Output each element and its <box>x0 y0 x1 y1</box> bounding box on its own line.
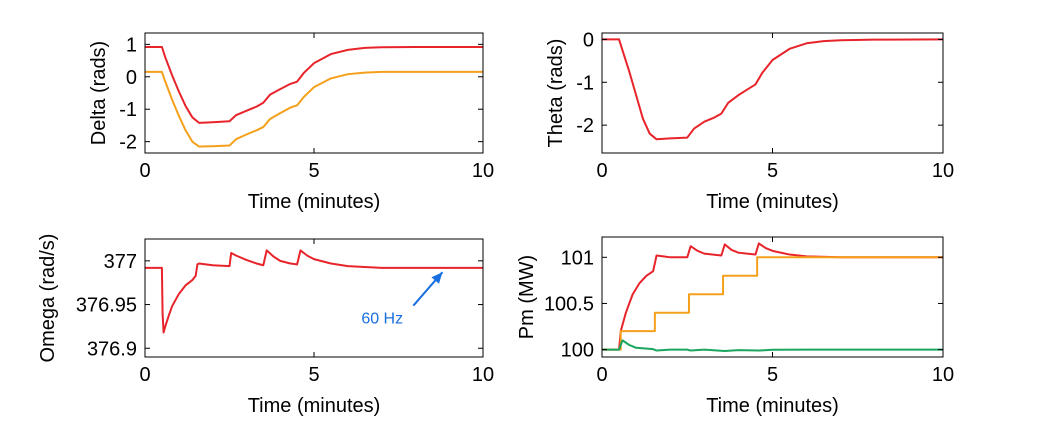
x-tick-label: 5 <box>308 364 319 386</box>
x-tick-label: 10 <box>932 160 954 182</box>
x-axis-label: Time (minutes) <box>248 191 381 213</box>
x-axis-label: Time (minutes) <box>706 395 839 417</box>
x-tick-label: 10 <box>472 160 494 182</box>
x-tick-label: 0 <box>139 160 150 182</box>
y-tick-label: 100 <box>561 340 594 362</box>
axes-box <box>144 238 484 358</box>
y-axis-label: Pm (MW) <box>516 255 538 339</box>
series-line-green <box>602 339 943 352</box>
series-line-red <box>602 242 943 351</box>
y-tick-label: 0 <box>583 29 594 51</box>
series-line-orange <box>602 256 943 351</box>
annotation-arrowhead <box>431 272 443 284</box>
y-tick-label: -1 <box>119 99 137 121</box>
pm-panel: 0 5 10 100 100.5 101 Time (minutes) Pm (MW) <box>516 236 954 417</box>
axes-box <box>601 32 944 154</box>
series-line-orange <box>145 70 483 148</box>
axes-box <box>601 236 944 358</box>
y-axis-label: Theta (rads) <box>545 39 567 148</box>
x-axis-label: Time (minutes) <box>248 395 381 417</box>
y-tick-label: 376.95 <box>76 295 137 317</box>
y-axis-label: Omega (rad/s) <box>37 234 59 363</box>
x-axis-label: Time (minutes) <box>706 191 839 213</box>
x-tick-label: 5 <box>767 364 778 386</box>
y-tick-label: 376.9 <box>87 338 137 360</box>
series-line-red <box>145 249 483 334</box>
x-tick-label: 0 <box>596 160 607 182</box>
axes-box <box>144 32 484 154</box>
y-tick-label: 101 <box>561 247 594 269</box>
omega-panel: 0 5 10 376.9 376.95 377 Time (minutes) Omega (r… <box>37 234 494 417</box>
theta-panel: 0 5 10 -2 -1 0 Time (minutes) Theta (rads) <box>545 29 954 213</box>
y-tick-label: -1 <box>576 72 594 94</box>
x-tick-label: 0 <box>596 364 607 386</box>
y-tick-label: -2 <box>576 115 594 137</box>
delta-panel: 0 5 10 -2 -1 0 1 Time (minutes) Delta (rads) <box>88 32 494 213</box>
y-tick-label: 100.5 <box>544 293 594 315</box>
y-tick-label: -2 <box>119 132 137 154</box>
x-tick-label: 10 <box>932 364 954 386</box>
y-tick-label: 1 <box>126 34 137 56</box>
y-tick-label: 0 <box>126 67 137 89</box>
series-line-red <box>602 38 944 141</box>
x-tick-label: 5 <box>308 160 319 182</box>
annotation-label: 60 Hz <box>361 311 403 328</box>
y-axis-label: Delta (rads) <box>88 41 110 145</box>
y-tick-label: 377 <box>104 251 137 273</box>
series-line-red <box>145 45 483 124</box>
x-tick-label: 5 <box>767 160 778 182</box>
x-tick-label: 0 <box>139 364 150 386</box>
x-tick-label: 10 <box>472 364 494 386</box>
